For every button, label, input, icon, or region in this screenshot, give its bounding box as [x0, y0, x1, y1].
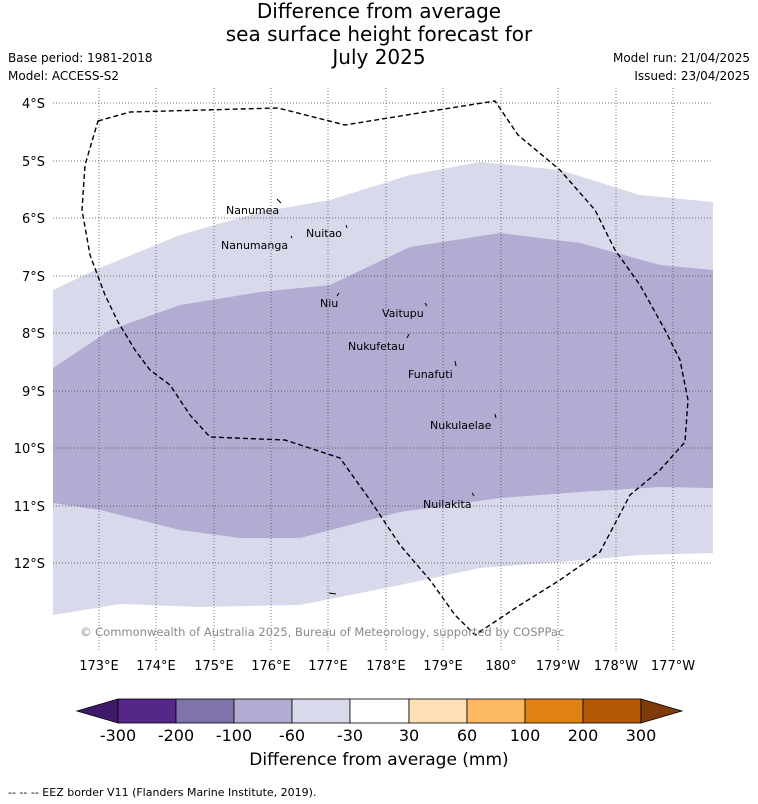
lon-label: 177°E — [308, 659, 348, 674]
lat-label: 9°S — [22, 385, 45, 400]
place-niu: Niu — [320, 297, 338, 310]
legend-swatch — [466, 698, 526, 724]
legend-swatch — [582, 698, 642, 724]
lat-label: 7°S — [22, 270, 45, 285]
latitude-labels: 4°S 5°S 6°S 7°S 8°S 9°S 10°S 11°S 12°S — [14, 97, 45, 572]
place-labels: Nanumea Nuitao Nanumanga Niu Vaitupu Nuk… — [221, 204, 492, 511]
islands — [276, 198, 497, 595]
map-title: Difference from average sea surface heig… — [225, 0, 533, 69]
base-period: Base period: 1981-2018 — [8, 51, 153, 65]
legend-tick: -200 — [157, 726, 195, 745]
legend-swatch — [524, 698, 584, 724]
longitude-labels: 173°E 174°E 175°E 176°E 177°E 178°E 179°… — [79, 659, 695, 674]
legend-tick: -30 — [336, 726, 364, 745]
legend-swatch-above — [640, 698, 684, 724]
place-nukufetau: Nukufetau — [348, 340, 405, 353]
lat-label: 5°S — [22, 155, 45, 170]
eez-border-note: -- -- -- EEZ border V11 (Flanders Marine… — [8, 786, 317, 799]
legend-tick: -100 — [215, 726, 253, 745]
model-name: Model: ACCESS-S2 — [8, 69, 120, 83]
lon-label: 173°E — [79, 659, 119, 674]
legend-swatch — [117, 698, 177, 724]
meta-left: Base period: 1981-2018 Model: ACCESS-S2 — [8, 49, 153, 85]
place-nuitao: Nuitao — [306, 227, 342, 240]
grid-lines — [53, 88, 713, 650]
legend-colorbar — [75, 698, 684, 724]
legend-tick: 30 — [398, 726, 420, 745]
legend-tick: 100 — [509, 726, 541, 745]
lat-label: 4°S — [22, 97, 45, 112]
legend-swatch — [175, 698, 235, 724]
lon-label: 177°W — [651, 659, 695, 674]
legend-swatch — [349, 698, 410, 724]
eez-border — [81, 100, 689, 636]
legend-swatch — [233, 698, 293, 724]
lat-label: 11°S — [14, 500, 45, 515]
place-nanumanga: Nanumanga — [221, 239, 288, 252]
legend-title: Difference from average (mm) — [249, 750, 509, 770]
lon-label: 179°E — [423, 659, 463, 674]
place-nuilakita: Nuilakita — [423, 498, 472, 511]
lon-label: 179°W — [536, 659, 580, 674]
band-mid — [53, 233, 713, 538]
place-funafuti: Funafuti — [408, 368, 453, 381]
lon-label: 178°E — [366, 659, 406, 674]
lon-label: 178°W — [594, 659, 638, 674]
legend-tick: 60 — [456, 726, 478, 745]
place-vaitupu: Vaitupu — [382, 307, 424, 320]
lat-label: 10°S — [14, 442, 45, 457]
legend-tick: -300 — [99, 726, 137, 745]
copyright-note: © Commonwealth of Australia 2025, Bureau… — [80, 625, 564, 639]
lat-label: 6°S — [22, 212, 45, 227]
legend-swatch — [408, 698, 468, 724]
meta-right: Model run: 21/04/2025 Issued: 23/04/2025 — [613, 49, 750, 85]
lon-label: 174°E — [136, 659, 176, 674]
lon-label: 175°E — [194, 659, 234, 674]
legend-tick: 200 — [567, 726, 599, 745]
lat-label: 12°S — [14, 557, 45, 572]
lat-label: 8°S — [22, 327, 45, 342]
lon-label: 176°E — [251, 659, 291, 674]
legend-tick: 300 — [625, 726, 657, 745]
issued-date: Issued: 23/04/2025 — [634, 69, 750, 83]
lon-label: 180° — [485, 659, 516, 674]
model-run: Model run: 21/04/2025 — [612, 51, 750, 65]
place-nanumea: Nanumea — [226, 204, 279, 217]
legend-swatch — [291, 698, 351, 724]
place-nukulaelae: Nukulaelae — [430, 419, 492, 432]
legend-swatch-below — [75, 698, 119, 724]
legend-tick: -60 — [278, 726, 306, 745]
